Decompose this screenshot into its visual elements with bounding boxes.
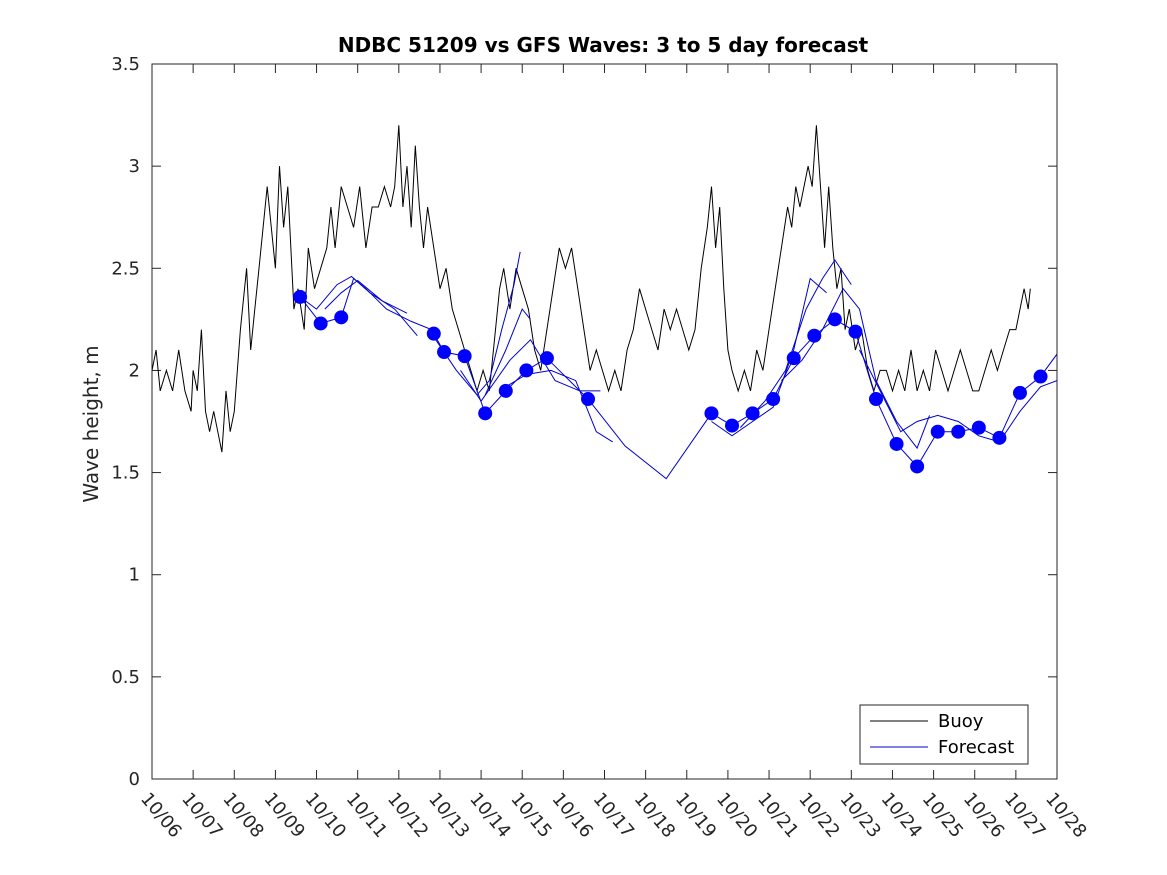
forecast-marker bbox=[539, 351, 554, 366]
forecast-marker bbox=[704, 406, 719, 421]
forecast-marker bbox=[786, 351, 801, 366]
forecast-marker bbox=[766, 392, 781, 407]
forecast-trace bbox=[739, 259, 852, 428]
forecast-marker bbox=[293, 289, 308, 304]
forecast-trace bbox=[435, 251, 521, 396]
forecast-marker bbox=[334, 310, 349, 325]
forecast-marker bbox=[848, 324, 863, 339]
data-layer bbox=[152, 125, 1057, 480]
forecast-marker bbox=[478, 406, 493, 421]
y-tick-label: 1.5 bbox=[111, 463, 140, 484]
y-tick-label: 1 bbox=[129, 565, 140, 586]
forecast-marker bbox=[869, 392, 883, 407]
forecast-marker bbox=[951, 424, 966, 439]
y-tick-label: 2.5 bbox=[111, 258, 140, 279]
forecast-marker bbox=[910, 459, 925, 474]
legend-label-forecast: Forecast bbox=[938, 737, 1014, 758]
forecast-marker bbox=[1012, 385, 1027, 400]
forecast-marker bbox=[1033, 369, 1048, 384]
forecast-marker bbox=[437, 345, 452, 360]
forecast-marker bbox=[581, 392, 596, 407]
forecast-marker bbox=[313, 316, 328, 331]
y-tick-label: 0 bbox=[129, 769, 140, 790]
forecast-marker bbox=[745, 406, 760, 421]
chart-title: NDBC 51209 vs GFS Waves: 3 to 5 day fore… bbox=[338, 33, 869, 57]
forecast-trace bbox=[505, 369, 613, 443]
forecast-marker bbox=[498, 383, 513, 398]
forecast-trace bbox=[781, 287, 930, 450]
forecast-trace bbox=[859, 349, 1057, 443]
y-tick-label: 2 bbox=[129, 360, 140, 381]
legend-label-buoy: Buoy bbox=[938, 711, 984, 732]
y-tick-label: 3 bbox=[129, 156, 140, 177]
forecast-marker bbox=[457, 349, 472, 364]
y-tick-label: 0.5 bbox=[111, 667, 140, 688]
forecast-trace bbox=[324, 279, 408, 314]
forecast-marker bbox=[930, 424, 945, 439]
forecast-marker bbox=[889, 436, 904, 451]
forecast-trace bbox=[299, 275, 418, 337]
forecast-marker bbox=[519, 363, 534, 378]
y-tick-label: 3.5 bbox=[111, 54, 140, 75]
forecast-trace bbox=[711, 277, 827, 437]
forecast-trace bbox=[484, 308, 531, 396]
forecast-marker bbox=[971, 420, 986, 435]
forecast-marker bbox=[807, 328, 822, 343]
legend: Buoy Forecast bbox=[859, 704, 1029, 765]
forecast-marker bbox=[426, 326, 441, 341]
forecast-marker bbox=[725, 418, 740, 433]
y-axis-label: Wave height, m bbox=[79, 345, 103, 502]
legend-box bbox=[859, 704, 1029, 765]
forecast-marker bbox=[827, 312, 842, 327]
forecast-marker bbox=[992, 430, 1007, 445]
